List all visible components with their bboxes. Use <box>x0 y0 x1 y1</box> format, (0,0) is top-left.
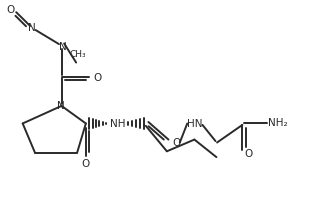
Text: CH₃: CH₃ <box>69 50 86 59</box>
Text: N: N <box>57 101 65 111</box>
Text: O: O <box>6 5 15 15</box>
Text: HN: HN <box>187 118 203 128</box>
Text: NH₂: NH₂ <box>268 118 287 127</box>
Text: O: O <box>172 138 181 148</box>
Text: NH: NH <box>110 118 126 128</box>
Text: O: O <box>82 158 90 168</box>
Text: O: O <box>245 148 253 158</box>
Text: N: N <box>59 42 66 52</box>
Text: N: N <box>28 23 36 33</box>
Text: O: O <box>93 72 101 82</box>
